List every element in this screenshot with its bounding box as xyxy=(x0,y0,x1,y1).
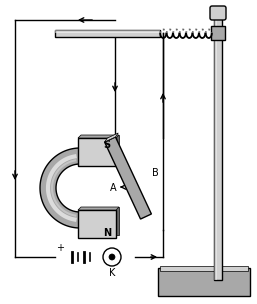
Polygon shape xyxy=(78,207,119,210)
Text: N: N xyxy=(103,228,111,238)
Bar xyxy=(214,10,217,280)
Polygon shape xyxy=(105,133,118,142)
Bar xyxy=(81,207,119,235)
Bar xyxy=(81,135,119,163)
Bar xyxy=(78,210,116,238)
Bar xyxy=(55,30,160,33)
Text: +: + xyxy=(56,243,64,253)
Text: B: B xyxy=(152,168,158,178)
Bar xyxy=(211,26,225,40)
Circle shape xyxy=(109,254,115,260)
Polygon shape xyxy=(78,135,119,138)
Text: S: S xyxy=(103,140,111,150)
Text: K: K xyxy=(109,268,115,278)
Bar xyxy=(158,268,250,296)
FancyBboxPatch shape xyxy=(210,6,226,20)
Text: A: A xyxy=(110,183,116,193)
Polygon shape xyxy=(40,148,80,228)
Circle shape xyxy=(103,248,121,266)
Bar xyxy=(78,138,116,166)
Bar xyxy=(214,10,222,280)
Bar xyxy=(160,266,248,271)
Bar xyxy=(55,30,160,37)
Polygon shape xyxy=(105,137,151,219)
